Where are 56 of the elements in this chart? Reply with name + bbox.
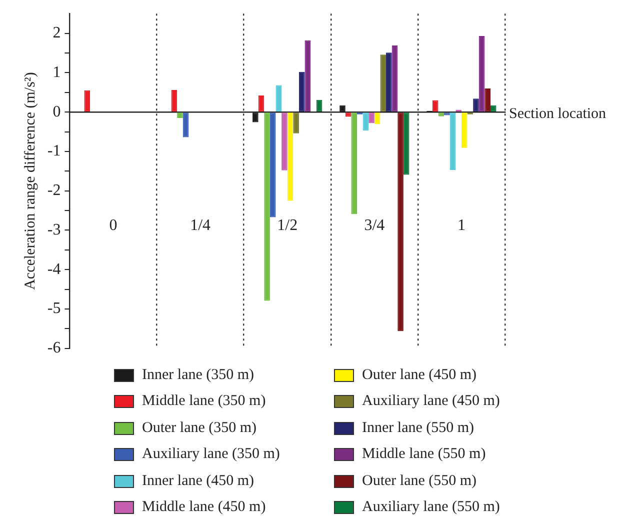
bar xyxy=(461,112,468,148)
y-tick-label: -5 xyxy=(47,300,61,318)
x-tick-label: 1/2 xyxy=(277,216,298,234)
bar xyxy=(351,112,357,214)
bar xyxy=(84,90,90,112)
bar xyxy=(298,72,305,112)
y-tick-label: 2 xyxy=(52,24,61,42)
x-tick-label: 1 xyxy=(457,216,466,234)
x-tick-label: 1/4 xyxy=(190,216,211,234)
bar xyxy=(386,52,392,112)
bar xyxy=(450,112,456,170)
bar xyxy=(276,85,282,112)
legend-label: Inner lane (350 m) xyxy=(142,366,254,384)
legend-label: Outer lane (450 m) xyxy=(362,366,477,384)
bar xyxy=(392,46,398,112)
x-tick-label: 0 xyxy=(109,216,118,234)
bar xyxy=(304,40,311,112)
legend-label: Inner lane (450 m) xyxy=(142,472,254,490)
y-axis-title: Acceleration range difference (m/s²) xyxy=(22,72,38,290)
y-tick-label: 0 xyxy=(52,103,61,120)
bar xyxy=(432,100,438,112)
bar xyxy=(362,112,369,131)
bar xyxy=(171,90,178,112)
legend-label: Middle lane (550 m) xyxy=(362,446,486,464)
x-tick-label: 3/4 xyxy=(364,216,385,234)
legend-label: Outer lane (550 m) xyxy=(362,472,477,490)
legend-label: Auxiliary lane (550 m) xyxy=(362,499,500,516)
bar xyxy=(258,96,264,112)
y-tick-label: -2 xyxy=(47,182,61,200)
bar xyxy=(316,100,322,112)
bar xyxy=(380,54,386,112)
y-tick-label: -4 xyxy=(47,260,61,278)
bar xyxy=(398,112,404,332)
legend-label: Middle lane (350 m) xyxy=(142,393,266,410)
bar xyxy=(282,112,288,170)
bar xyxy=(484,88,490,112)
bar xyxy=(403,112,410,175)
y-tick-label: -3 xyxy=(47,221,61,238)
bar xyxy=(287,112,294,201)
legend-label: Auxiliary lane (450 m) xyxy=(362,393,500,410)
bar xyxy=(264,112,270,301)
y-tick-label: -6 xyxy=(47,340,61,357)
bar xyxy=(293,112,299,134)
bar xyxy=(182,112,189,138)
y-tick-label: -1 xyxy=(47,142,61,160)
legend-label: Outer lane (350 m) xyxy=(142,420,257,437)
legend-label: Auxiliary lane (350 m) xyxy=(142,446,280,464)
legend-label: Middle lane (450 m) xyxy=(142,499,266,516)
legend-label: Inner lane (550 m) xyxy=(362,420,474,437)
bar xyxy=(473,98,479,112)
bar xyxy=(374,112,380,124)
bar xyxy=(270,112,276,218)
bar xyxy=(478,36,485,112)
bar xyxy=(368,112,374,124)
x-axis-title: Section location xyxy=(509,106,607,122)
y-tick-label: 1 xyxy=(52,64,61,81)
